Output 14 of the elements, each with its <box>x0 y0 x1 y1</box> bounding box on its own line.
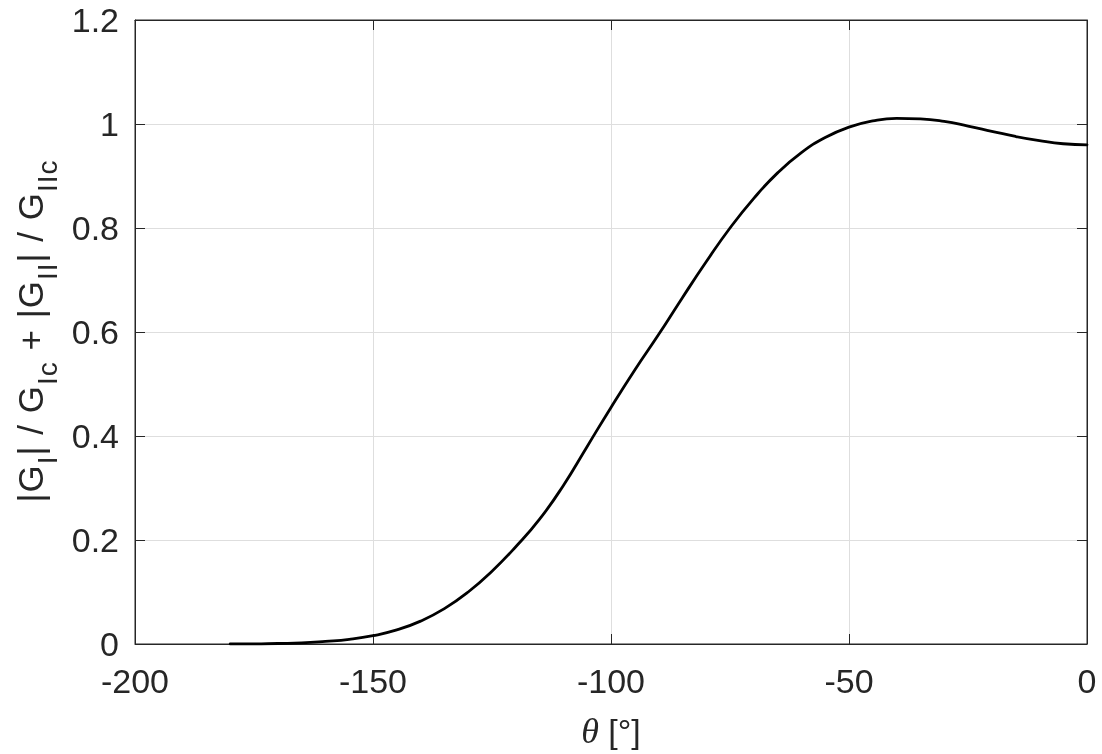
y-tick-label: 0.2 <box>71 521 119 559</box>
y-tick-label: 1 <box>100 105 119 143</box>
y-tick-label: 0.6 <box>71 313 119 351</box>
y-tick-label: 0.8 <box>71 209 119 247</box>
x-tick-label: -150 <box>338 662 408 700</box>
x-tick-label: -100 <box>576 662 646 700</box>
y-tick-label: 0.4 <box>71 417 119 455</box>
x-tick-label: 0 <box>1077 662 1097 700</box>
y-tick-label: 1.2 <box>71 1 119 39</box>
x-axis-title: θ [°] <box>581 711 641 751</box>
x-tick-label: -200 <box>100 662 170 700</box>
x-tick-label: -50 <box>824 662 874 700</box>
y-tick-label: 0 <box>100 625 119 663</box>
line-series <box>228 116 1089 646</box>
